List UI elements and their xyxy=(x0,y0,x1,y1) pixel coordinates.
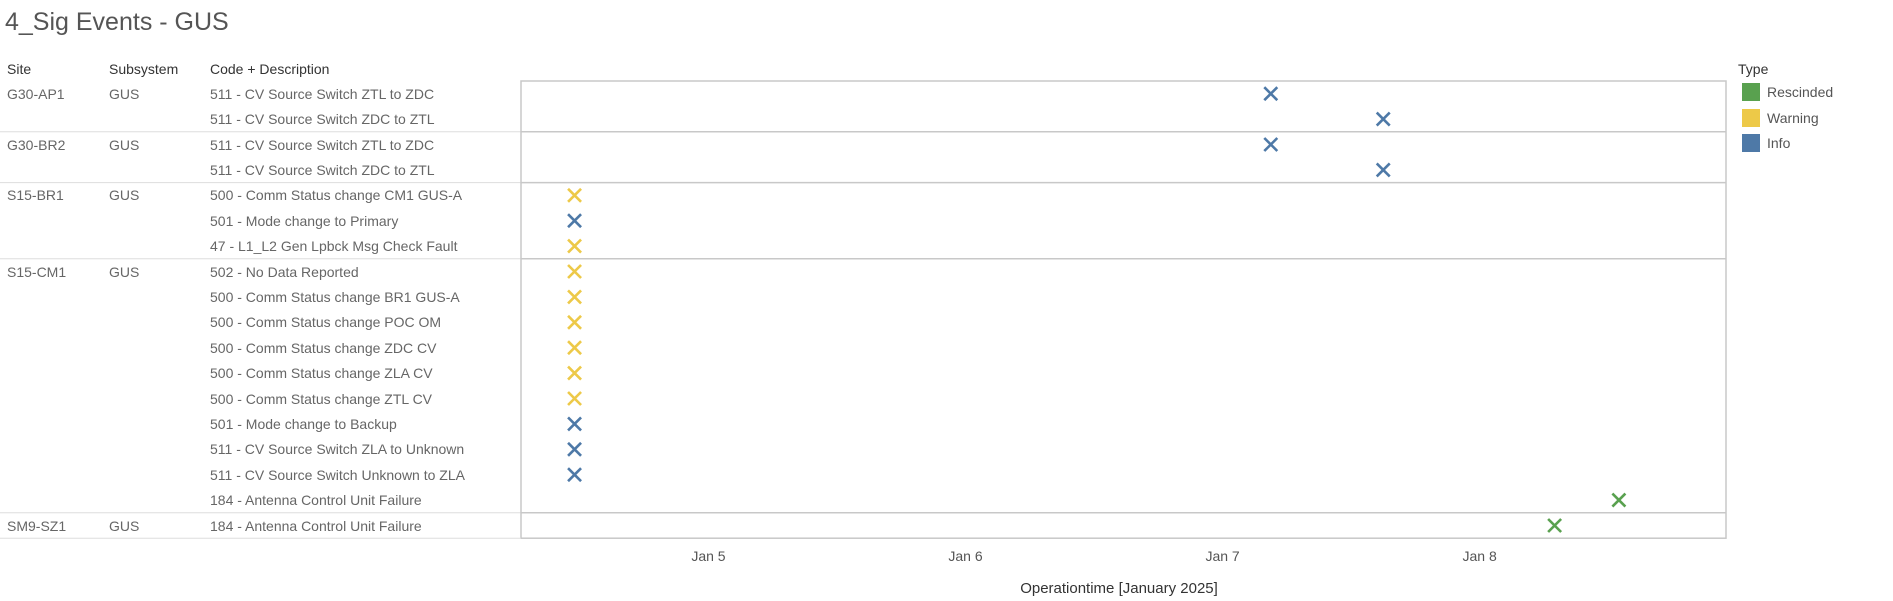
code-description-label: 500 - Comm Status change ZTL CV xyxy=(210,390,433,407)
code-description-label: 511 - CV Source Switch ZDC to ZTL xyxy=(210,161,435,178)
header-site: Site xyxy=(7,61,32,77)
data-point-x-marker[interactable] xyxy=(1611,492,1627,508)
code-description-label: 511 - CV Source Switch ZTL to ZDC xyxy=(210,85,435,102)
x-tick-label: Jan 7 xyxy=(1205,548,1240,564)
site-label: G30-BR2 xyxy=(7,136,66,153)
chart-title: 4_Sig Events - GUS xyxy=(5,8,229,36)
code-description-label: 502 - No Data Reported xyxy=(210,263,359,280)
code-description-label: 184 - Antenna Control Unit Failure xyxy=(210,492,422,509)
data-point-x-marker[interactable] xyxy=(1375,162,1391,178)
site-label: S15-BR1 xyxy=(7,187,64,204)
code-description-label: 511 - CV Source Switch Unknown to ZLA xyxy=(210,466,465,483)
code-description-label: 501 - Mode change to Primary xyxy=(210,212,399,229)
data-point-x-marker[interactable] xyxy=(567,238,582,254)
subsystem-label: GUS xyxy=(109,187,140,204)
site-label: G30-AP1 xyxy=(7,85,65,102)
data-point-x-marker[interactable] xyxy=(567,391,582,406)
code-description-label: 501 - Mode change to Backup xyxy=(210,415,397,432)
subsystem-label: GUS xyxy=(109,136,140,153)
data-point-x-marker[interactable] xyxy=(1375,111,1391,127)
code-description-label: 511 - CV Source Switch ZLA to Unknown xyxy=(210,441,465,458)
code-description-label: 500 - Comm Status change BR1 GUS-A xyxy=(210,288,460,305)
code-description-label: 500 - Comm Status change ZDC CV xyxy=(210,339,437,356)
code-description-label: 47 - L1_L2 Gen Lpbck Msg Check Fault xyxy=(210,238,458,255)
legend-swatch xyxy=(1742,134,1760,152)
data-point-x-marker[interactable] xyxy=(567,416,582,432)
data-point-x-marker[interactable] xyxy=(567,213,582,229)
header-code-description: Code + Description xyxy=(210,61,330,77)
header-subsystem: Subsystem xyxy=(109,61,179,77)
x-tick-label: Jan 5 xyxy=(691,548,726,564)
data-point-x-marker[interactable] xyxy=(1263,137,1279,152)
data-point-x-marker[interactable] xyxy=(1263,86,1279,102)
data-point-x-marker[interactable] xyxy=(1547,518,1563,533)
code-description-label: 500 - Comm Status change ZLA CV xyxy=(210,365,433,382)
site-label: SM9-SZ1 xyxy=(7,517,67,534)
x-axis-title: Operationtime [January 2025] xyxy=(1020,580,1218,597)
legend-label: Rescinded xyxy=(1767,84,1834,100)
data-point-x-marker[interactable] xyxy=(567,264,582,279)
data-point-x-marker[interactable] xyxy=(567,314,582,330)
legend-label: Warning xyxy=(1767,109,1819,126)
data-point-x-marker[interactable] xyxy=(567,340,582,356)
data-point-x-marker[interactable] xyxy=(567,289,582,305)
subsystem-label: GUS xyxy=(109,263,140,280)
legend-title: Type xyxy=(1738,61,1769,77)
code-description-label: 184 - Antenna Control Unit Failure xyxy=(210,517,422,534)
data-point-x-marker[interactable] xyxy=(567,467,582,483)
legend-label: Info xyxy=(1767,135,1791,151)
x-tick-label: Jan 8 xyxy=(1462,548,1497,564)
legend-item[interactable]: Warning xyxy=(1742,108,1819,127)
legend-item[interactable]: Rescinded xyxy=(1742,83,1833,101)
code-description-label: 500 - Comm Status change POC OM xyxy=(210,314,442,331)
subsystem-label: GUS xyxy=(109,517,140,534)
data-point-x-marker[interactable] xyxy=(567,441,582,457)
legend-item[interactable]: Info xyxy=(1742,134,1790,152)
code-description-label: 500 - Comm Status change CM1 GUS-A xyxy=(210,187,463,204)
site-label: S15-CM1 xyxy=(7,263,67,280)
legend-swatch xyxy=(1742,83,1760,101)
code-description-label: 511 - CV Source Switch ZTL to ZDC xyxy=(210,136,435,153)
subsystem-label: GUS xyxy=(109,85,140,102)
data-point-x-marker[interactable] xyxy=(567,365,582,381)
plot-pane-border xyxy=(520,80,1727,539)
x-tick-label: Jan 6 xyxy=(948,548,983,564)
code-description-label: 511 - CV Source Switch ZDC to ZTL xyxy=(210,111,435,128)
data-point-x-marker[interactable] xyxy=(567,187,582,203)
legend-swatch xyxy=(1742,108,1760,127)
